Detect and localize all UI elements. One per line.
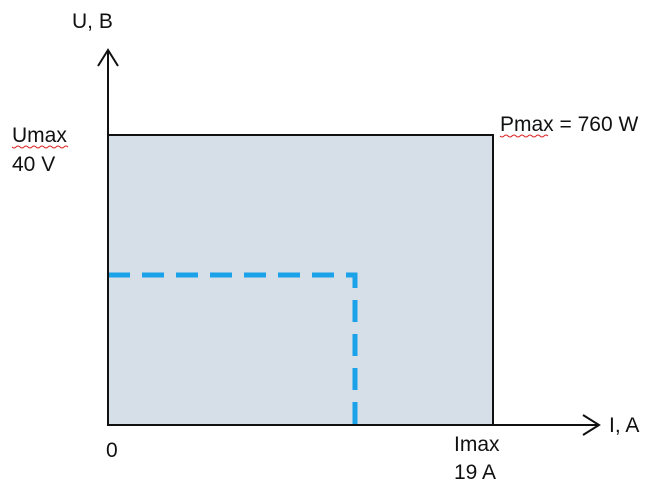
operating-region [107, 134, 494, 426]
x-axis-label: I, A [609, 414, 639, 437]
umax-label: Umax [12, 124, 67, 147]
origin-label: 0 [106, 439, 118, 462]
working-point-dashed-line [108, 272, 358, 425]
umax-spellcheck-underline [11, 145, 69, 149]
imax-value: 19 A [454, 461, 496, 484]
umax-value: 40 V [12, 153, 55, 176]
y-axis-label: U, B [72, 10, 113, 33]
pmax-label: Pmax = 760 W [500, 113, 638, 136]
imax-label: Imax [454, 433, 500, 456]
y-axis-arrowhead [97, 48, 119, 67]
x-axis-arrowhead [582, 414, 601, 436]
pmax-spellcheck-underline [499, 134, 549, 138]
